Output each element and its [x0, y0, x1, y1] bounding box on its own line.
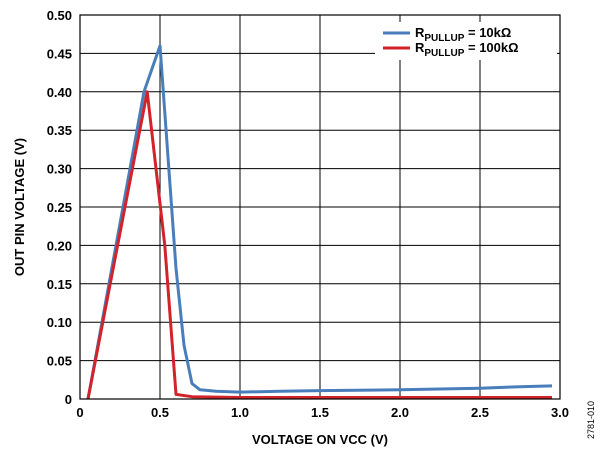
- x-tick-label: 2.0: [391, 405, 409, 420]
- y-tick-label: 0.40: [47, 85, 72, 100]
- series-layer: [86, 44, 553, 400]
- figure-id: 2781-010: [586, 401, 596, 439]
- x-tick-label: 1.5: [311, 405, 329, 420]
- y-tick-label: 0.30: [47, 162, 72, 177]
- x-tick-label: 0.5: [151, 405, 169, 420]
- y-tick-label: 0.25: [47, 200, 72, 215]
- legend-label-1: RPULLUP = 100kΩ: [415, 40, 519, 59]
- y-tick-label: 0: [65, 392, 72, 407]
- series-line-1: [86, 90, 552, 400]
- y-tick-label: 0.05: [47, 354, 72, 369]
- x-tick-label: 3.0: [551, 405, 569, 420]
- y-tick-label: 0.35: [47, 123, 72, 138]
- plot-frame: [79, 14, 561, 400]
- tick-labels: 0 0.5 1.0 1.5 2.0 2.5 3.0 0 0.05 0.10 0.15 0.20 0.25…: [47, 8, 569, 420]
- y-tick-label: 0.50: [47, 8, 72, 23]
- x-tick-label: 1.0: [231, 405, 249, 420]
- x-tick-label: 2.5: [471, 405, 489, 420]
- y-tick-label: 0.10: [47, 315, 72, 330]
- x-axis-label: VOLTAGE ON VCC (V): [252, 432, 388, 447]
- legend-label-0: RPULLUP = 10kΩ: [415, 25, 511, 44]
- y-axis-label: OUT PIN VOLTAGE (V): [12, 138, 27, 276]
- y-tick-label: 0.20: [47, 238, 72, 253]
- series-line-0: [86, 44, 553, 400]
- x-tick-label: 0: [76, 405, 83, 420]
- legend-background: [375, 22, 557, 60]
- y-tick-label: 0.45: [47, 46, 72, 61]
- y-tick-label: 0.15: [47, 277, 72, 292]
